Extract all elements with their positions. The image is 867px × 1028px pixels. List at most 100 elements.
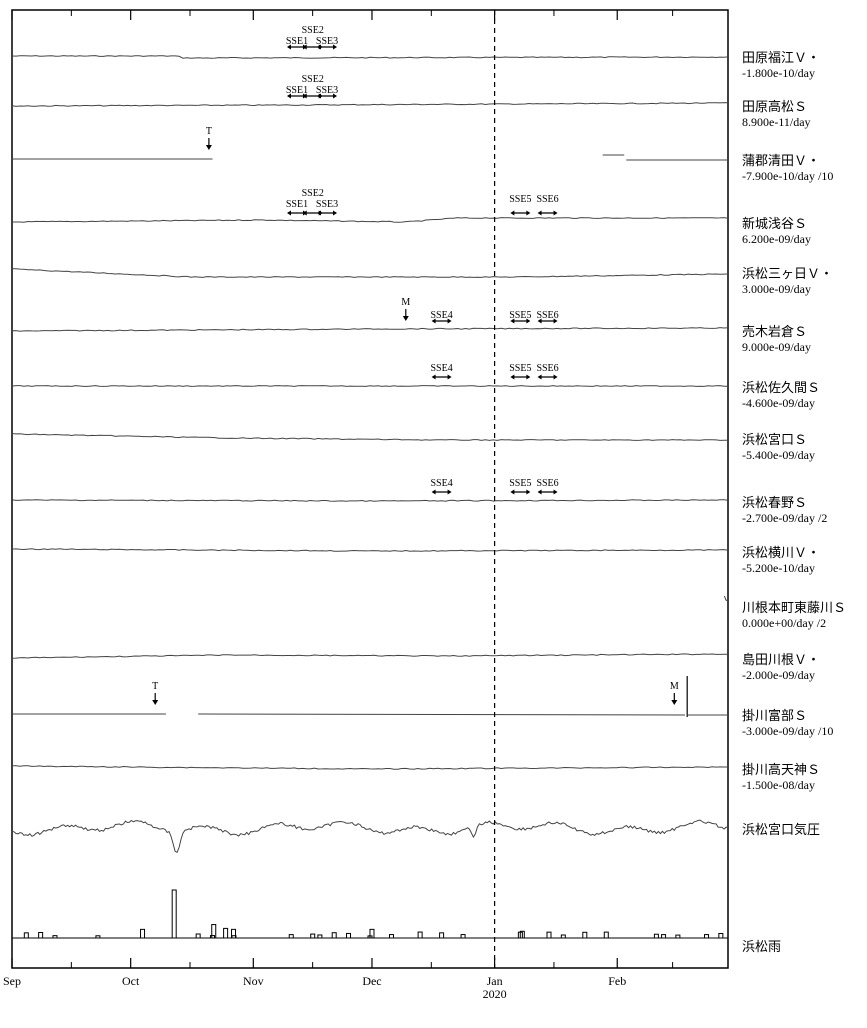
sse-arrowhead-left: [286, 93, 291, 99]
rain-bar-small: [661, 934, 667, 939]
rain-bar-small: [288, 934, 294, 939]
rain-bar-small: [23, 932, 29, 939]
series-rate-label: -2.000e-09/day: [742, 668, 815, 682]
rain-bar-small: [546, 931, 552, 939]
event-annotation-label: SSE6: [536, 363, 558, 374]
series-rate-label: -1.500e-08/day: [742, 778, 815, 792]
event-arrowhead: [152, 700, 159, 705]
month-tick-label: Sep: [3, 974, 21, 988]
sse-arrowhead-left: [510, 210, 515, 216]
event-annotation-label: SSE1: [286, 199, 308, 210]
strain-trace: [11, 433, 729, 441]
series-name-label: 新城浅谷Ｓ: [742, 216, 807, 232]
rain-bar: [171, 889, 177, 939]
rain-bar-small: [331, 932, 337, 939]
rain-bar-small: [367, 935, 373, 939]
event-annotation-label: SSE1: [286, 85, 308, 96]
sse-arrowhead-left: [302, 44, 307, 50]
sse-arrowhead-right: [526, 489, 531, 495]
month-tick-label: Nov: [243, 974, 264, 988]
rain-bar-small: [718, 932, 724, 939]
sse-arrowhead-right: [447, 489, 452, 495]
strain-trace: [12, 765, 728, 770]
event-annotation-label: SSE3: [316, 199, 338, 210]
sse-arrowhead-left: [510, 318, 515, 324]
sse-arrowhead-left: [317, 93, 322, 99]
event-annotation-label: M: [401, 297, 410, 308]
series-name-label: 浜松宮口気圧: [742, 822, 820, 838]
rain-bar-small: [346, 932, 352, 939]
sse-arrowhead-right: [526, 318, 531, 324]
sse-arrowhead-left: [537, 489, 542, 495]
series-rate-label: -5.400e-09/day: [742, 448, 815, 462]
rain-bar-small: [95, 935, 101, 939]
sse-arrowhead-right: [447, 374, 452, 380]
pressure-trace: [11, 819, 729, 853]
series-name-label: 浜松雨: [742, 940, 781, 955]
series-rate-label: -2.700e-09/day /2: [742, 511, 827, 525]
sse-arrowhead-left: [537, 210, 542, 216]
series-rate-label: -4.600e-09/day: [742, 396, 815, 410]
series-name-label: 売木岩倉Ｓ: [742, 324, 807, 340]
event-annotation-label: SSE3: [316, 36, 338, 47]
strain-trace-segment: [723, 595, 729, 602]
strain-trace: [12, 217, 729, 223]
rain-bar: [223, 927, 229, 939]
rain-bar-small: [209, 935, 215, 939]
series-name-label: 川根本町東藤川Ｓ: [742, 600, 846, 616]
event-annotation-label: SSE4: [430, 478, 452, 489]
event-annotation-label: M: [670, 681, 679, 692]
strain-trace: [11, 499, 729, 502]
event-annotation-label: SSE2: [302, 188, 324, 199]
rain-bar: [140, 928, 146, 939]
sse-arrowhead-left: [302, 210, 307, 216]
event-annotation-label: SSE5: [509, 478, 531, 489]
strain-trace: [11, 268, 729, 278]
event-annotation-label: SSE6: [536, 478, 558, 489]
event-annotation-label: SSE3: [316, 85, 338, 96]
month-tick-label: Jan: [487, 974, 503, 988]
event-annotation-label: T: [152, 681, 158, 692]
series-name-label: 浜松三ヶ日Ｖ・: [742, 267, 833, 282]
event-arrowhead: [205, 145, 212, 150]
rain-bar-small: [460, 934, 466, 939]
event-arrowhead: [671, 700, 678, 705]
strain-trace-segment: [198, 713, 686, 716]
rain-bar-small: [582, 931, 588, 939]
strain-trace: [11, 548, 729, 552]
series-name-label: 浜松横川Ｖ・: [742, 546, 820, 561]
sse-arrowhead-left: [431, 318, 436, 324]
sse-arrowhead-left: [302, 93, 307, 99]
sse-arrowhead-left: [431, 374, 436, 380]
rain-bar-small: [231, 935, 237, 939]
sse-arrowhead-right: [333, 93, 338, 99]
series-name-label: 田原高松Ｓ: [742, 99, 807, 115]
strain-trace: [11, 327, 729, 332]
year-tick-label: 2020: [483, 987, 507, 1001]
rain-bar-small: [560, 934, 566, 939]
event-annotation-label: SSE1: [286, 36, 308, 47]
event-annotation-label: SSE5: [509, 194, 531, 205]
sse-arrowhead-right: [526, 374, 531, 380]
rain-bar-small: [603, 931, 609, 939]
sse-arrowhead-right: [553, 489, 558, 495]
sse-arrowhead-right: [526, 210, 531, 216]
series-rate-label: 0.000e+00/day /2: [742, 616, 826, 630]
rain-bar-small: [517, 931, 523, 939]
series-name-label: 掛川高天神Ｓ: [742, 762, 820, 778]
series-name-label: 浜松宮口Ｓ: [742, 432, 807, 448]
sse-arrowhead-left: [510, 489, 515, 495]
sse-arrowhead-left: [431, 489, 436, 495]
month-tick-label: Dec: [362, 974, 381, 988]
event-annotation-label: T: [206, 126, 212, 137]
sse-arrowhead-left: [317, 44, 322, 50]
event-annotation-label: SSE2: [302, 25, 324, 36]
strain-trace: [11, 55, 729, 59]
sse-arrowhead-right: [553, 318, 558, 324]
event-annotation-label: SSE5: [509, 363, 531, 374]
sse-arrowhead-right: [553, 210, 558, 216]
rain-bar-small: [675, 934, 681, 939]
event-annotation-label: SSE6: [536, 310, 558, 321]
sse-arrowhead-left: [537, 374, 542, 380]
